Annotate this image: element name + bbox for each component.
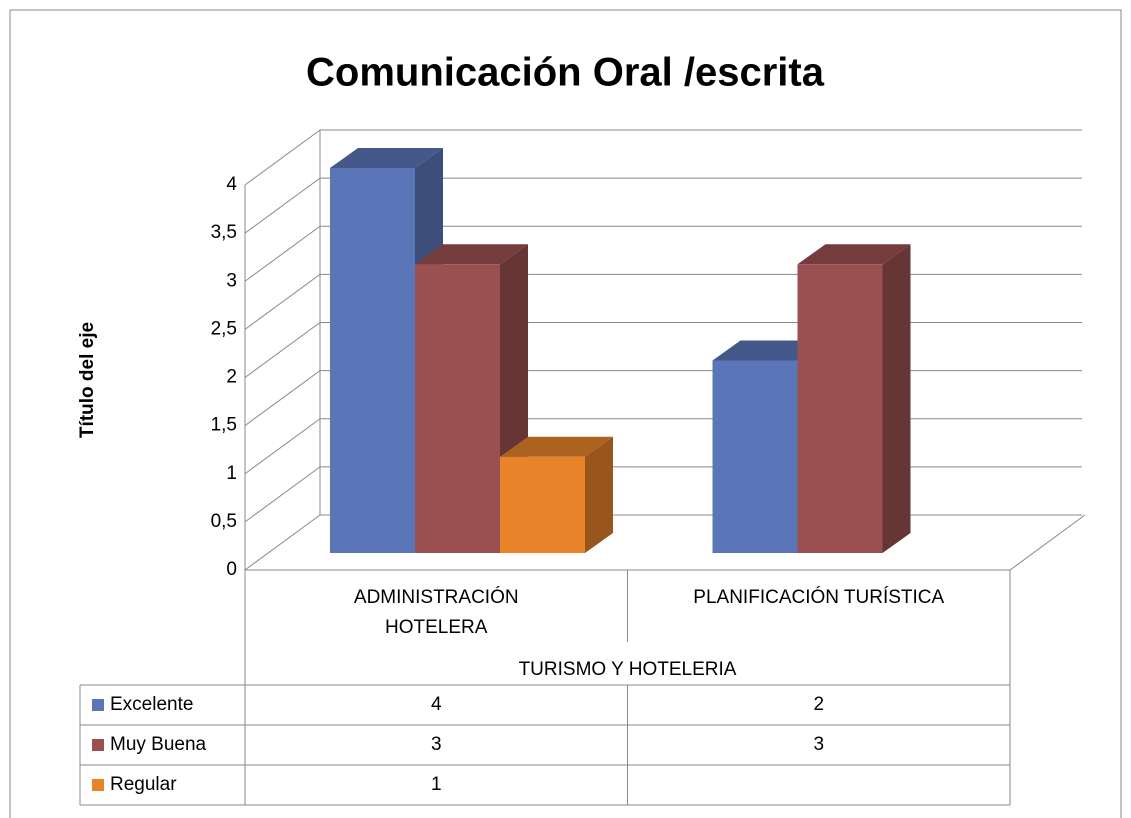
grid-line — [244, 225, 321, 282]
bar-top — [330, 148, 443, 168]
y-tick-label: 4 — [226, 174, 237, 195]
bar-side — [882, 244, 911, 553]
bar — [330, 168, 415, 553]
y-tick-label: 2,5 — [211, 318, 237, 339]
grid-line — [244, 273, 321, 330]
grid-line — [244, 466, 321, 523]
bar — [500, 456, 585, 553]
y-tick-label: 3,5 — [211, 222, 237, 243]
y-tick-label: 0 — [226, 559, 237, 580]
bar-top — [797, 244, 911, 265]
bar-top — [500, 436, 613, 457]
table-value: 1 — [431, 774, 442, 795]
grid-line — [244, 514, 321, 571]
grid-line — [244, 322, 321, 378]
y-tick-label: 0,5 — [211, 511, 237, 532]
bar-side — [585, 436, 613, 553]
y-tick-label: 1,5 — [211, 415, 237, 436]
table-value: 2 — [813, 694, 824, 715]
y-tick-label: 3 — [226, 270, 237, 291]
bar-top — [415, 244, 528, 265]
legend-swatch — [92, 739, 104, 751]
grid-line — [244, 177, 321, 234]
legend-label: Muy Buena — [110, 734, 207, 755]
x-tick-label: PLANIFICACIÓN TURÍSTICA — [693, 587, 945, 608]
grid-line — [244, 129, 321, 186]
table-value: 3 — [431, 734, 442, 755]
floor-right — [1009, 514, 1086, 571]
y-axis-title: Título del eje — [77, 322, 98, 438]
grid-line — [244, 418, 321, 475]
bar-top — [712, 340, 826, 361]
legend-label: Regular — [110, 774, 177, 795]
chart-title: Comunicación Oral /escrita — [306, 51, 825, 95]
table-value: 3 — [813, 734, 824, 755]
bar — [415, 264, 500, 553]
table-value: 4 — [431, 694, 442, 715]
y-tick-label: 2 — [226, 367, 237, 388]
y-tick-label: 1 — [226, 463, 237, 484]
chart-border — [9, 9, 1122, 818]
legend-swatch — [92, 779, 104, 791]
bar — [797, 264, 883, 553]
x-tick-label: ADMINISTRACIÓN HOTELERA — [353, 587, 519, 638]
bar — [712, 360, 798, 553]
grid-line — [244, 370, 321, 427]
legend-swatch — [92, 699, 104, 711]
group-label: TURISMO Y HOTELERIA — [519, 659, 737, 680]
legend-label: Excelente — [110, 694, 193, 715]
